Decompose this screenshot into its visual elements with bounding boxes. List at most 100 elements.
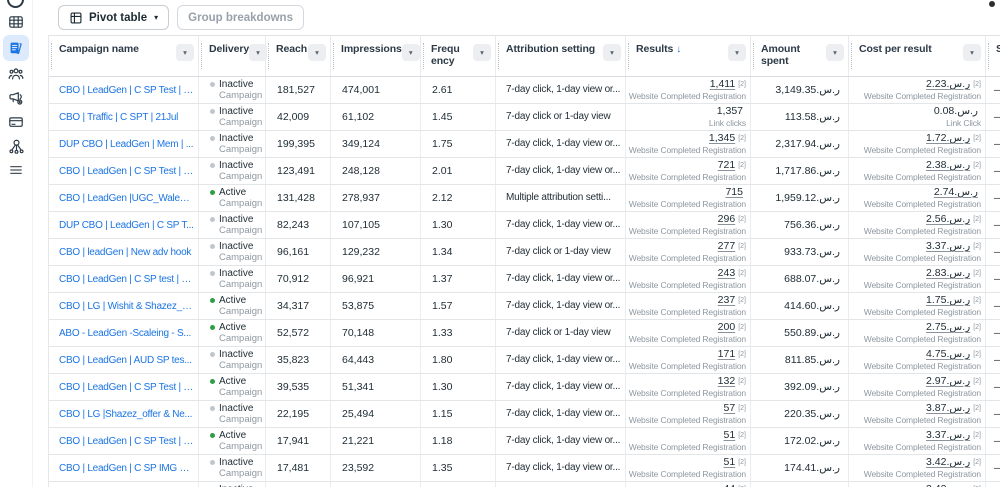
results-value[interactable]: 200: [717, 321, 736, 333]
impressions-cell: 474,001: [331, 77, 421, 103]
campaign-name-link[interactable]: CBO | LeadGen | AUD SP tes...: [59, 354, 192, 366]
column-header-frequency[interactable]: Frequency ▾: [421, 36, 496, 76]
results-value[interactable]: 132: [717, 375, 736, 387]
results-value[interactable]: 296: [717, 213, 736, 225]
cost-per-result-value[interactable]: 3.37.ر.س: [926, 429, 971, 441]
reach-cell: 22,195: [266, 401, 331, 427]
results-value[interactable]: 51: [723, 429, 736, 441]
chevron-down-icon[interactable]: ▾: [963, 44, 981, 61]
results-value[interactable]: 721: [717, 159, 736, 171]
chevron-down-icon[interactable]: ▾: [603, 44, 621, 61]
campaign-name-link[interactable]: CBO | LeadGen |UGC_Waled|...: [59, 192, 194, 204]
column-header-amount-spent[interactable]: Amount spent ▾: [751, 36, 849, 76]
delivery-status: Active: [219, 376, 247, 387]
cost-per-result-value[interactable]: 3.37.ر.س: [926, 240, 971, 252]
reach-cell: 35,823: [266, 347, 331, 373]
results-footnote-badge: [2]: [738, 242, 746, 250]
column-header-reach[interactable]: Reach ▾: [266, 36, 331, 76]
cost-per-result-cell: 2.83.ر.س [2] Website Completed Registrat…: [849, 266, 986, 292]
results-value[interactable]: 277: [717, 240, 736, 252]
sidebar-item-business-structure[interactable]: [3, 134, 29, 158]
results-footnote-badge: [2]: [738, 296, 746, 304]
cost-per-result-value[interactable]: 3.87.ر.س: [926, 402, 971, 414]
cost-per-result-value[interactable]: 2.75.ر.س: [926, 321, 971, 333]
column-header-results[interactable]: Results ↓ ▾: [626, 36, 751, 76]
cost-per-result-cell: 2.75.ر.س [2] Website Completed Registrat…: [849, 320, 986, 346]
campaign-name-cell: CBO | LeadGen | C SP Test | 4...: [49, 158, 199, 184]
campaign-name-link[interactable]: CBO | LeadGen | C SP Test | 2...: [59, 84, 194, 96]
cost-per-result-value[interactable]: 3.42.ر.س: [926, 484, 970, 487]
group-breakdowns-label: Group breakdowns: [188, 11, 293, 24]
cost-per-result-value[interactable]: 2.38.ر.س: [926, 159, 971, 171]
campaign-name-link[interactable]: CBO | LeadGen | C SP Test | 2...: [59, 381, 194, 393]
chevron-down-icon[interactable]: ▾: [249, 44, 268, 61]
cost-per-result-value[interactable]: 3.42.ر.س: [926, 456, 971, 468]
chevron-down-icon[interactable]: ▾: [826, 44, 844, 61]
delivery-status-sub: Campaign: [219, 252, 263, 263]
chevron-down-icon[interactable]: ▾: [401, 44, 420, 61]
chevron-down-icon[interactable]: ▾: [308, 44, 326, 61]
column-header-delivery[interactable]: Delivery ▾: [199, 36, 268, 76]
cost-per-result-value[interactable]: 4.75.ر.س: [926, 348, 971, 360]
pivot-table-button[interactable]: Pivot table ▾: [58, 5, 170, 30]
campaign-name-link[interactable]: ABO - LeadGen -Scaleing - S...: [59, 327, 192, 339]
campaign-name-link[interactable]: CBO | LeadGen | C SP IMG Of...: [59, 462, 194, 474]
cost-per-result-label: Website Completed Registration: [863, 415, 981, 425]
megaphone-settings-icon: [8, 90, 24, 106]
sidebar-item-ads-settings[interactable]: [3, 86, 29, 110]
results-label: Website Completed Registration: [628, 280, 746, 290]
delivery-cell: Inactive Campaign: [199, 482, 266, 487]
chevron-down-icon[interactable]: ▾: [728, 44, 746, 61]
results-value[interactable]: 171: [717, 348, 736, 360]
campaign-name-link[interactable]: CBO | LeadGen | C SP Test | 4...: [59, 165, 194, 177]
sidebar-item-reports[interactable]: [3, 35, 29, 61]
chevron-down-icon[interactable]: ▾: [473, 44, 491, 61]
column-header-partial[interactable]: S: [986, 36, 1000, 76]
cost-per-result-value[interactable]: 2.23.ر.س: [926, 78, 971, 90]
delivery-cell: Active Campaign: [199, 374, 266, 400]
cost-per-result-value[interactable]: 1.75.ر.س: [926, 294, 971, 306]
campaign-name-link[interactable]: CBO | LeadGen | C SP Test | 2...: [59, 435, 194, 447]
extra-metric-cell: —: [986, 239, 1000, 265]
chevron-down-icon[interactable]: ▾: [176, 44, 194, 61]
sidebar-item-billing[interactable]: [3, 110, 29, 134]
cost-per-result-value[interactable]: 2.97.ر.س: [926, 375, 971, 387]
cost-per-result-cell: 1.75.ر.س [2] Website Completed Registrat…: [849, 293, 986, 319]
sidebar-item-tables[interactable]: [3, 10, 29, 34]
sidebar-item-audiences[interactable]: [3, 62, 29, 86]
delivery-status-sub: Campaign: [219, 360, 263, 371]
delivery-status-dot: [210, 406, 215, 411]
cost-per-result-value[interactable]: 2.56.ر.س: [926, 213, 971, 225]
table-row: CBO | LeadGen | C SP IMG Of... Inactive …: [49, 455, 1000, 482]
campaign-name-link[interactable]: CBO | leadGen | New adv hook: [59, 246, 192, 258]
results-value[interactable]: 1,345: [708, 132, 736, 144]
results-value[interactable]: 51: [723, 456, 736, 468]
campaign-name-link[interactable]: CBO | LG |Shazez_offer & Ne...: [59, 408, 193, 420]
results-value[interactable]: 237: [717, 294, 736, 306]
column-header-impressions[interactable]: Impressions ▾: [331, 36, 421, 76]
column-header-cost-per-result[interactable]: Cost per result ▾: [849, 36, 986, 76]
results-value[interactable]: 1,357: [716, 105, 743, 117]
column-header-campaign-name[interactable]: Campaign name ▾: [49, 36, 199, 76]
results-cell: 44 [2] Website Completed Registration: [626, 482, 751, 487]
results-value[interactable]: 57: [723, 402, 736, 414]
results-value[interactable]: 715: [725, 186, 743, 198]
column-header-attribution-setting[interactable]: Attribution setting ▾: [496, 36, 626, 76]
campaign-name-link[interactable]: CBO | LG | Wishit & Shazez_U...: [59, 300, 194, 312]
results-value[interactable]: 243: [717, 267, 736, 279]
campaign-name-link[interactable]: DUP CBO | LeadGen | Mem | ...: [59, 138, 194, 150]
campaign-name-link[interactable]: CBO | LeadGen | C SP test | 2...: [59, 273, 194, 285]
cost-per-result-value[interactable]: 1.72.ر.س: [926, 132, 971, 144]
delivery-cell: Active Campaign: [199, 428, 266, 454]
results-value[interactable]: 1,411: [709, 78, 736, 90]
cost-per-result-value[interactable]: 0.08.ر.س: [933, 105, 978, 117]
sidebar-item-menu[interactable]: [3, 158, 29, 182]
group-breakdowns-button[interactable]: Group breakdowns: [177, 5, 304, 30]
cost-per-result-value[interactable]: 2.74.ر.س: [933, 186, 978, 198]
results-value[interactable]: 44: [724, 484, 736, 487]
campaign-name-link[interactable]: CBO | Traffic | C SPT | 21Jul: [59, 111, 179, 123]
campaign-name-link[interactable]: DUP CBO | LeadGen | C SP T...: [59, 219, 194, 231]
cost-per-result-value[interactable]: 2.83.ر.س: [926, 267, 971, 279]
extra-metric-cell: —: [986, 428, 1000, 454]
delivery-status-dot: [210, 217, 215, 222]
